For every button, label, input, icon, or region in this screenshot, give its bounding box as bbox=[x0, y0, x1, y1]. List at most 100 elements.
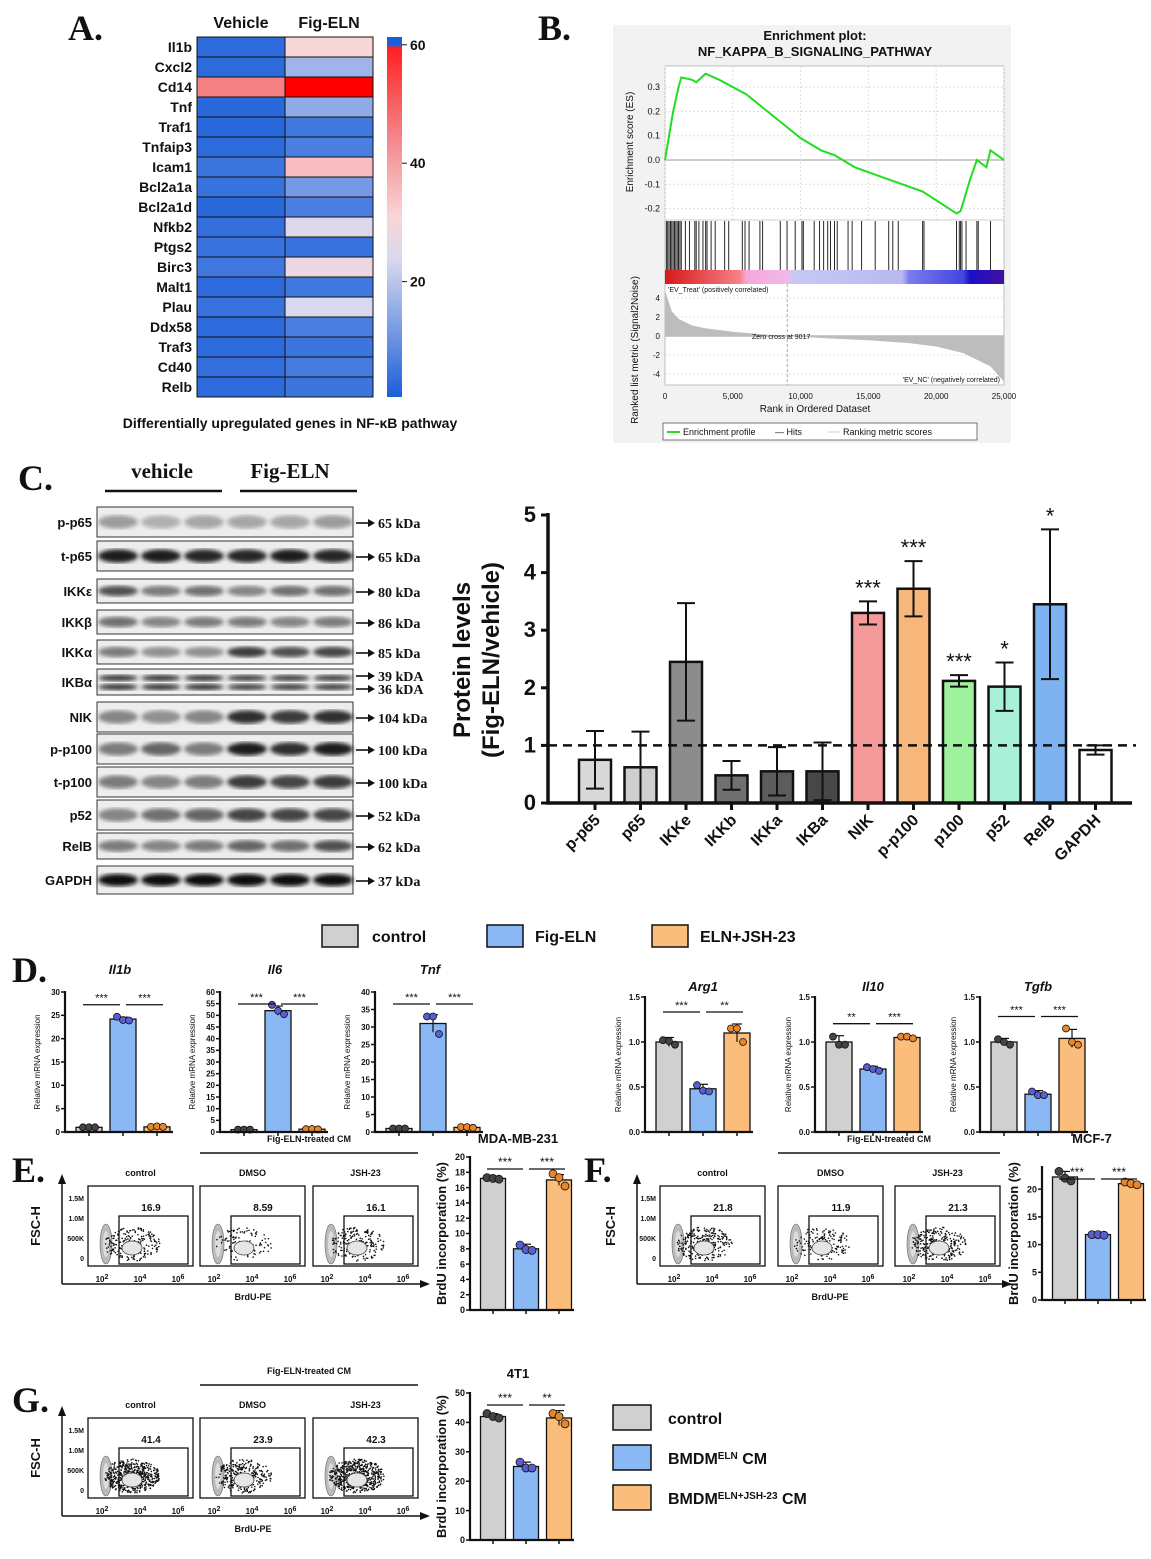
event-dot bbox=[358, 1465, 361, 1467]
event-dot bbox=[134, 1490, 136, 1492]
event-dot bbox=[231, 1250, 233, 1252]
protein-band bbox=[313, 840, 353, 852]
event-dot bbox=[113, 1250, 115, 1253]
event-dot bbox=[684, 1237, 687, 1239]
heatmap-cell bbox=[196, 136, 286, 158]
event-dot bbox=[950, 1258, 953, 1260]
y-tick-label: 25 bbox=[361, 1040, 370, 1049]
event-dot bbox=[131, 1487, 134, 1489]
event-dot bbox=[948, 1256, 951, 1258]
event-dot bbox=[151, 1484, 154, 1487]
event-dot bbox=[114, 1488, 117, 1491]
event-dot bbox=[243, 1487, 246, 1489]
x-tick-label: 20,000 bbox=[924, 392, 949, 401]
event-dot bbox=[706, 1239, 708, 1241]
event-dot bbox=[832, 1243, 835, 1246]
event-dot bbox=[962, 1251, 964, 1253]
heatmap-cell bbox=[196, 336, 286, 358]
event-dot bbox=[719, 1238, 721, 1241]
event-dot bbox=[692, 1247, 694, 1249]
event-dot bbox=[245, 1488, 248, 1491]
event-dot bbox=[226, 1476, 229, 1479]
event-dot bbox=[344, 1233, 347, 1235]
event-dot bbox=[127, 1460, 129, 1463]
event-dot bbox=[110, 1474, 113, 1477]
event-dot bbox=[146, 1462, 148, 1465]
event-dot bbox=[683, 1250, 686, 1253]
event-dot bbox=[337, 1237, 340, 1239]
event-dot bbox=[798, 1240, 801, 1242]
event-dot bbox=[944, 1237, 946, 1239]
x-tick-label: 102 bbox=[903, 1274, 916, 1285]
event-dot bbox=[373, 1249, 375, 1252]
event-dot bbox=[132, 1470, 135, 1473]
blot-membrane bbox=[96, 578, 354, 604]
y-tick-label: 2 bbox=[524, 675, 536, 700]
significance-label: *** bbox=[888, 1012, 902, 1024]
event-dot bbox=[121, 1475, 124, 1477]
event-dot bbox=[719, 1254, 722, 1256]
event-dot bbox=[346, 1467, 348, 1469]
significance-label: * bbox=[1000, 636, 1009, 661]
event-dot bbox=[828, 1240, 831, 1242]
replicate-point bbox=[1074, 1040, 1082, 1049]
event-dot bbox=[352, 1255, 354, 1258]
event-dot bbox=[827, 1231, 830, 1234]
event-dot bbox=[722, 1236, 724, 1239]
positive-population-contour bbox=[233, 1472, 255, 1488]
event-dot bbox=[368, 1468, 371, 1470]
event-dot bbox=[950, 1246, 953, 1249]
event-dot bbox=[371, 1488, 373, 1491]
protein-band bbox=[141, 710, 181, 724]
bar-control bbox=[655, 1041, 683, 1133]
replicate-point bbox=[909, 1034, 917, 1043]
event-dot bbox=[255, 1231, 258, 1233]
event-dot bbox=[839, 1239, 841, 1242]
protein-band bbox=[98, 585, 138, 597]
event-dot bbox=[371, 1484, 374, 1487]
significance-label: ** bbox=[847, 1012, 856, 1024]
blot-row-label: p-p65 bbox=[57, 515, 92, 530]
blot-row-nik: NIK 104 kDa bbox=[70, 701, 427, 733]
event-dot bbox=[242, 1460, 245, 1462]
event-dot bbox=[367, 1244, 369, 1247]
event-dot bbox=[126, 1459, 129, 1461]
event-dot bbox=[141, 1239, 144, 1242]
event-dot bbox=[923, 1234, 925, 1237]
event-dot bbox=[120, 1229, 122, 1231]
y-axis-title: Protein levels bbox=[449, 582, 476, 738]
event-dot bbox=[144, 1486, 146, 1489]
event-dot bbox=[131, 1462, 133, 1464]
y-tick-label: 0 bbox=[211, 1128, 216, 1137]
event-dot bbox=[724, 1254, 726, 1256]
heatmap-cell bbox=[284, 316, 374, 338]
gate bbox=[343, 1215, 414, 1265]
event-dot bbox=[692, 1228, 695, 1231]
zero-cross-label: Zero cross at 9017 bbox=[752, 334, 810, 341]
event-dot bbox=[377, 1468, 380, 1471]
event-dot bbox=[136, 1463, 139, 1466]
event-dot bbox=[246, 1230, 248, 1232]
replicate-point bbox=[560, 1181, 570, 1191]
event-dot bbox=[132, 1257, 135, 1260]
event-dot bbox=[947, 1232, 950, 1234]
event-dot bbox=[347, 1485, 349, 1488]
event-dot bbox=[142, 1465, 144, 1468]
event-dot bbox=[916, 1246, 918, 1249]
event-dot bbox=[352, 1469, 355, 1472]
event-dot bbox=[262, 1482, 265, 1485]
event-dot bbox=[364, 1253, 367, 1256]
event-dot bbox=[820, 1255, 823, 1257]
event-dot bbox=[261, 1484, 263, 1487]
event-dot bbox=[345, 1474, 347, 1476]
heatmap-cell bbox=[196, 256, 286, 278]
x-tick-label: 102 bbox=[321, 1274, 334, 1285]
event-dot bbox=[223, 1486, 226, 1489]
replicate-point bbox=[91, 1123, 99, 1132]
event-dot bbox=[793, 1245, 796, 1247]
event-dot bbox=[332, 1237, 334, 1240]
event-dot bbox=[816, 1239, 819, 1242]
arrow-icon bbox=[368, 779, 375, 787]
event-dot bbox=[367, 1238, 370, 1241]
